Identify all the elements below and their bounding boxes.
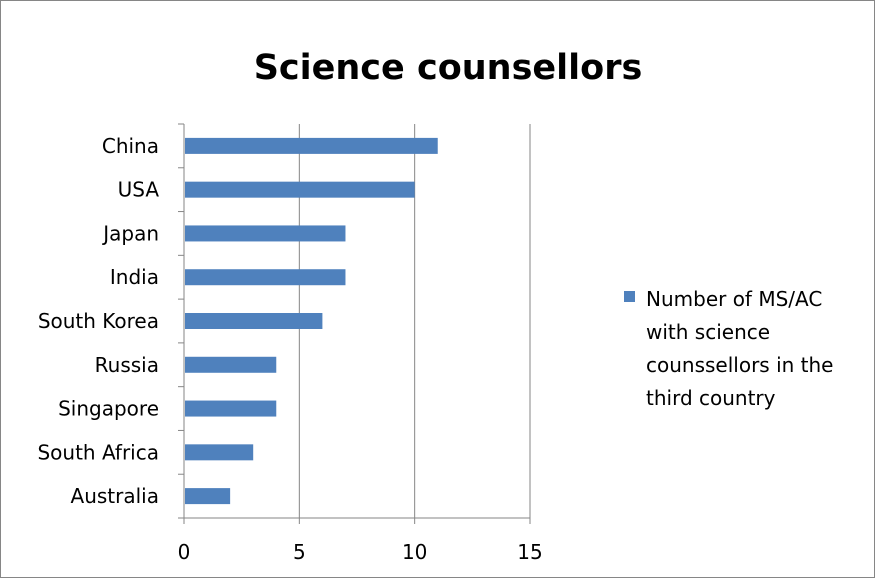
legend-swatch — [624, 291, 635, 302]
chart-title: Science counsellors — [254, 48, 643, 88]
x-tick-label: 10 — [402, 540, 427, 564]
category-label: Australia — [71, 484, 159, 508]
bar-china — [185, 137, 438, 154]
category-label: South Korea — [38, 309, 159, 333]
category-label: Singapore — [58, 397, 159, 421]
bar-japan — [185, 225, 346, 242]
bar-usa — [185, 181, 415, 198]
bar-singapore — [185, 400, 277, 417]
bar-south-africa — [185, 444, 254, 461]
category-label: China — [102, 134, 159, 158]
bar-south-korea — [185, 313, 323, 329]
bar-russia — [185, 356, 277, 373]
axis-labels: China USA Japan India South Korea Russia Sing… — [37, 134, 542, 564]
category-label: India — [110, 265, 159, 289]
bar-india — [185, 269, 346, 286]
legend-label: Number of MS/AC with science counssellors … — [646, 287, 834, 410]
x-tick-label: 5 — [293, 540, 306, 564]
category-label: USA — [118, 178, 160, 202]
category-label: Russia — [95, 353, 159, 377]
x-tick-label: 15 — [517, 540, 542, 564]
category-label: South Africa — [37, 440, 159, 464]
legend-line: with science — [646, 320, 770, 344]
category-label: Japan — [101, 221, 159, 245]
legend-line: third country — [646, 386, 776, 410]
legend: Number of MS/AC with science counssellors … — [624, 287, 834, 410]
legend-line: Number of MS/AC — [646, 287, 822, 311]
x-tick-label: 0 — [178, 540, 191, 564]
legend-line: counssellors in the — [646, 353, 834, 377]
axes — [178, 123, 531, 524]
bars — [185, 137, 438, 505]
bar-australia — [185, 488, 231, 505]
